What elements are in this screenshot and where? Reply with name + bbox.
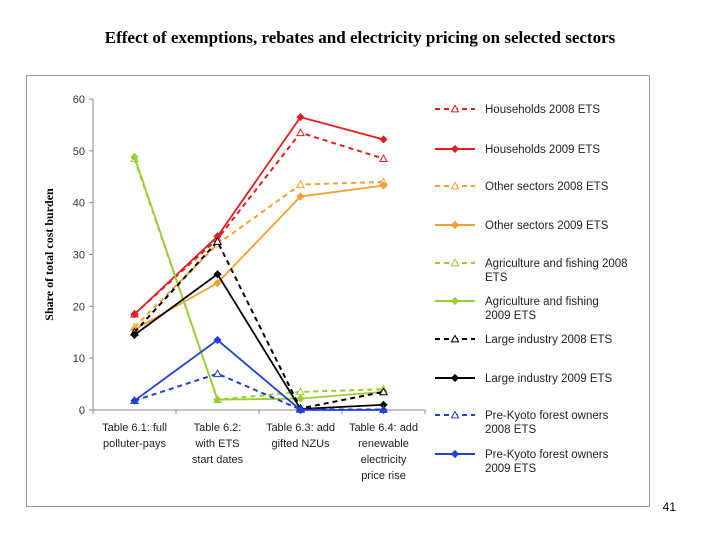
data-point: [450, 104, 460, 113]
data-point: [213, 335, 222, 345]
series-line: [130, 152, 388, 404]
data-point: [213, 236, 222, 245]
data-point: [379, 405, 388, 415]
legend-item: Large industry 2009 ETS: [435, 373, 613, 385]
y-tick-label: 40: [73, 198, 85, 210]
legend-item: Households 2009 ETS: [435, 144, 600, 156]
data-point: [296, 113, 305, 122]
y-tick-label: 10: [73, 353, 85, 365]
legend-label: Pre-Kyoto forest owners 2008 ETS: [485, 410, 609, 436]
legend-label: Other sectors 2009 ETS: [485, 220, 609, 232]
data-point: [130, 152, 139, 162]
y-tick-label: 60: [73, 94, 85, 106]
data-point: [379, 387, 388, 396]
data-point: [296, 128, 305, 137]
data-point: [130, 330, 139, 339]
data-point: [213, 278, 222, 288]
y-tick-label: 20: [73, 301, 85, 313]
series-path: [133, 156, 384, 401]
series-path: [133, 239, 384, 410]
data-point: [130, 396, 139, 405]
series-line: [130, 113, 388, 319]
series-path: [133, 338, 384, 411]
legend-label: Pre-Kyoto forest owners 2009 ETS: [485, 449, 609, 475]
legend-label: Households 2008 ETS: [485, 104, 600, 116]
data-point: [450, 410, 460, 419]
data-point: [450, 373, 460, 383]
data-point: [130, 310, 139, 319]
series-path: [134, 372, 384, 411]
series-line: [130, 335, 388, 415]
data-point: [450, 258, 460, 267]
x-tick-label: Table 6.3: add gifted NZUs: [266, 422, 335, 450]
series-path: [133, 131, 384, 315]
data-point: [213, 270, 222, 279]
series-path: [133, 180, 384, 328]
series-path: [133, 116, 384, 315]
line-chart: 0 10 20 30 40 50 60 Table 6.1: full polluter-pay…: [42, 94, 628, 482]
data-point: [379, 135, 388, 144]
series-line: [130, 236, 388, 412]
data-point: [450, 220, 460, 230]
series-line: [130, 153, 388, 404]
data-point: [379, 181, 388, 190]
legend-label: Households 2009 ETS: [485, 144, 600, 156]
legend-item: Other sectors 2009 ETS: [435, 220, 609, 232]
chart-frame: 0 10 20 30 40 50 60 Table 6.1: full polluter-pay…: [26, 75, 650, 507]
legend-item: Large industry 2008 ETS: [435, 334, 613, 346]
series-line: [130, 270, 388, 414]
series-line: [130, 128, 388, 318]
legend-label: Other sectors 2008 ETS: [485, 181, 609, 193]
y-tick-label: 0: [79, 405, 85, 417]
x-tick-label: Table 6.2: with ETS start dates: [192, 422, 244, 466]
legend-label: Agriculture and fishing 2009 ETS: [485, 296, 599, 322]
data-point: [379, 153, 388, 162]
series-line: [130, 177, 388, 331]
legend-item: Agriculture and fishing 2009 ETS: [435, 296, 599, 322]
legend-label: Large industry 2009 ETS: [485, 373, 613, 385]
x-tick-label: Table 6.1: full polluter-pays: [102, 422, 167, 450]
data-point: [296, 394, 305, 403]
legend-item: Agriculture and fishing 2008 ETS: [435, 258, 628, 284]
data-point: [450, 449, 460, 459]
data-point: [450, 334, 460, 343]
legend-item: Other sectors 2008 ETS: [435, 181, 609, 193]
x-tick-label: Table 6.4: add renewable electricity price …: [349, 422, 418, 482]
data-point: [296, 179, 305, 188]
data-point: [296, 405, 305, 415]
data-point: [450, 296, 460, 306]
series-path: [133, 272, 384, 410]
legend-item: Pre-Kyoto forest owners 2009 ETS: [435, 449, 609, 475]
legend-label: Agriculture and fishing 2008 ETS: [485, 258, 628, 284]
data-point: [296, 192, 305, 201]
legend-item: Pre-Kyoto forest owners 2008 ETS: [435, 410, 609, 436]
data-point: [450, 181, 460, 190]
slide-title: Effect of exemptions, rebates and electr…: [104, 28, 616, 47]
y-tick-label: 30: [73, 250, 85, 262]
legend-label: Large industry 2008 ETS: [485, 334, 613, 346]
data-point: [450, 144, 460, 154]
data-point: [213, 395, 222, 404]
series-path: [134, 184, 384, 331]
y-axis-title: Share of total cost burden: [42, 188, 56, 321]
y-tick-label: 50: [73, 146, 85, 158]
legend-item: Households 2008 ETS: [435, 104, 600, 116]
data-point: [213, 369, 222, 378]
page-number: 41: [662, 500, 676, 514]
